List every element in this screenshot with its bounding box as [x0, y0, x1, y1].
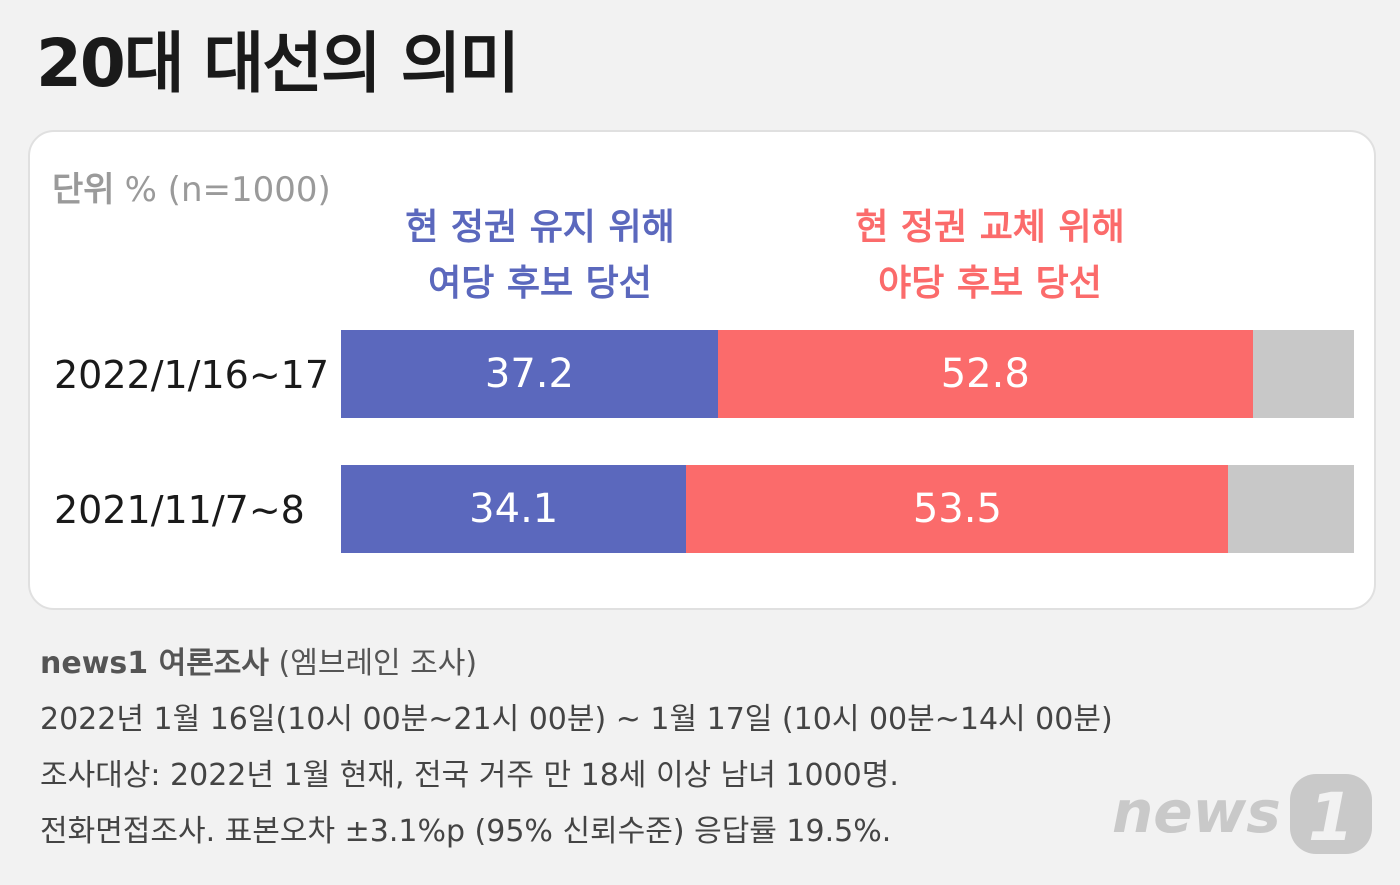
legend-opposition-party: 현 정권 교체 위해 야당 후보 당선 [800, 200, 1180, 312]
value-label-opposition-2022: 52.8 [940, 351, 1030, 397]
chart-title: 20대 대선의 의미 [36, 25, 520, 102]
bar-ruling-2021: 34.1 [341, 465, 687, 553]
footer-source-brand: news1 여론조사 [40, 646, 269, 681]
bar-opposition-2022: 52.8 [717, 330, 1253, 418]
logo-badge [1290, 774, 1372, 854]
legend-ruling-line-1: 현 정권 유지 위해 [405, 207, 675, 248]
legend-opposition-line-1: 현 정권 교체 위해 [855, 207, 1125, 248]
unit-label: 단위 [52, 170, 115, 210]
legend-opposition-line-2: 야당 후보 당선 [878, 263, 1102, 304]
row-label-2022: 2022/1/16~17 [54, 353, 330, 397]
footer-source: news1 여론조사 (엠브레인 조사) [40, 636, 1113, 692]
bar-other-2022 [1252, 330, 1354, 418]
value-label-opposition-2021: 53.5 [912, 486, 1002, 532]
value-label-ruling-2021: 34.1 [469, 486, 559, 532]
legend-ruling-line-2: 여당 후보 당선 [428, 263, 652, 304]
bar-row-2022: 37.2 52.8 [341, 330, 1354, 418]
logo-text: news [1112, 778, 1281, 846]
legend-ruling-party: 현 정권 유지 위해 여당 후보 당선 [360, 200, 720, 312]
footer-source-note: (엠브레인 조사) [278, 646, 478, 681]
footer-notes: news1 여론조사 (엠브레인 조사) 2022년 1월 16일(10시 00… [40, 636, 1113, 860]
logo-number: 1 [1308, 779, 1354, 856]
bar-other-2021 [1228, 465, 1354, 553]
bar-row-2021: 34.1 53.5 [341, 465, 1354, 553]
footer-line-method: 전화면접조사. 표본오차 ±3.1%p (95% 신뢰수준) 응답률 19.5%… [40, 814, 892, 849]
unit-value: % (n=1000) [124, 170, 331, 210]
value-label-ruling-2022: 37.2 [484, 351, 574, 397]
bar-ruling-2022: 37.2 [341, 330, 718, 418]
footer-line-period: 2022년 1월 16일(10시 00분~21시 00분) ~ 1월 17일 (… [40, 702, 1113, 737]
news1-logo: news 1 [1112, 774, 1372, 856]
footer-line-target: 조사대상: 2022년 1월 현재, 전국 거주 만 18세 이상 남녀 100… [40, 758, 899, 793]
row-label-2021: 2021/11/7~8 [54, 488, 305, 532]
bar-opposition-2021: 53.5 [686, 465, 1229, 553]
unit-note: 단위% (n=1000) [52, 162, 331, 211]
